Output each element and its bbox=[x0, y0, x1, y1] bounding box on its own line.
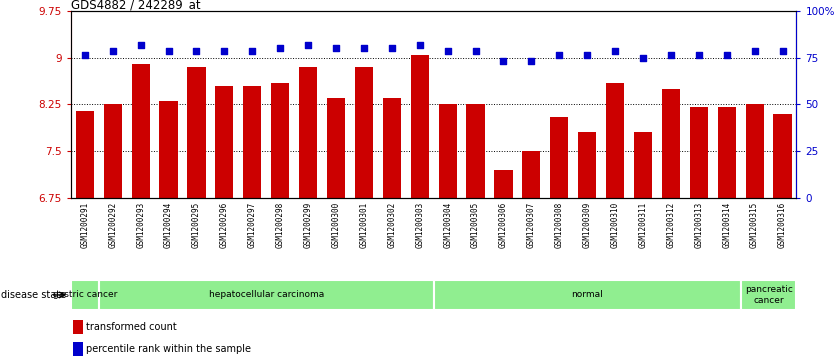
Bar bbox=[410, 54, 429, 198]
Text: GSM1200304: GSM1200304 bbox=[443, 202, 452, 248]
Point bbox=[218, 49, 231, 54]
Text: GSM1200314: GSM1200314 bbox=[722, 202, 731, 248]
Bar bbox=[76, 111, 94, 198]
Bar bbox=[73, 320, 83, 334]
Bar bbox=[662, 89, 680, 198]
Bar bbox=[98, 280, 434, 310]
Bar bbox=[103, 104, 122, 198]
Text: GSM1200312: GSM1200312 bbox=[666, 202, 676, 248]
Text: GSM1200302: GSM1200302 bbox=[387, 202, 396, 248]
Text: hepatocellular carcinoma: hepatocellular carcinoma bbox=[208, 290, 324, 299]
Text: GSM1200293: GSM1200293 bbox=[136, 202, 145, 248]
Bar bbox=[717, 107, 736, 198]
Text: GSM1200294: GSM1200294 bbox=[164, 202, 173, 248]
Bar bbox=[434, 280, 741, 310]
Bar bbox=[466, 104, 485, 198]
Point bbox=[608, 49, 621, 54]
Bar bbox=[690, 107, 708, 198]
Bar bbox=[71, 280, 98, 310]
Text: GSM1200309: GSM1200309 bbox=[583, 202, 591, 248]
Text: GSM1200311: GSM1200311 bbox=[639, 202, 647, 248]
Point bbox=[553, 52, 566, 57]
Bar bbox=[634, 132, 652, 198]
Point bbox=[748, 49, 761, 54]
Text: GSM1200316: GSM1200316 bbox=[778, 202, 787, 248]
Bar bbox=[244, 86, 261, 198]
Point bbox=[525, 58, 538, 64]
Text: GSM1200297: GSM1200297 bbox=[248, 202, 257, 248]
Bar bbox=[522, 151, 540, 198]
Text: GSM1200292: GSM1200292 bbox=[108, 202, 118, 248]
Bar bbox=[271, 82, 289, 198]
Text: percentile rank within the sample: percentile rank within the sample bbox=[86, 344, 251, 354]
Bar bbox=[327, 98, 345, 198]
Text: GSM1200291: GSM1200291 bbox=[80, 202, 89, 248]
Point bbox=[776, 49, 789, 54]
Point bbox=[245, 49, 259, 54]
Bar bbox=[354, 67, 373, 198]
Point bbox=[385, 45, 399, 51]
Text: GSM1200305: GSM1200305 bbox=[471, 202, 480, 248]
Text: GSM1200310: GSM1200310 bbox=[610, 202, 620, 248]
Bar bbox=[439, 104, 457, 198]
Point bbox=[106, 49, 119, 54]
Point bbox=[720, 52, 733, 57]
Text: GSM1200307: GSM1200307 bbox=[527, 202, 536, 248]
Text: normal: normal bbox=[571, 290, 603, 299]
Bar bbox=[383, 98, 401, 198]
Text: GSM1200303: GSM1200303 bbox=[415, 202, 425, 248]
Bar bbox=[215, 86, 234, 198]
Text: GSM1200299: GSM1200299 bbox=[304, 202, 313, 248]
Text: gastric cancer: gastric cancer bbox=[53, 290, 117, 299]
Bar bbox=[159, 101, 178, 198]
Bar bbox=[606, 82, 624, 198]
Point bbox=[413, 42, 426, 48]
Point bbox=[134, 42, 148, 48]
Text: transformed count: transformed count bbox=[86, 322, 177, 332]
Text: GSM1200315: GSM1200315 bbox=[750, 202, 759, 248]
Point bbox=[664, 52, 677, 57]
Point bbox=[692, 52, 706, 57]
Text: GSM1200295: GSM1200295 bbox=[192, 202, 201, 248]
Point bbox=[636, 55, 650, 61]
Bar bbox=[495, 170, 513, 198]
Bar bbox=[578, 132, 596, 198]
Point bbox=[329, 45, 343, 51]
Point bbox=[162, 49, 175, 54]
Text: GSM1200306: GSM1200306 bbox=[499, 202, 508, 248]
Text: GSM1200298: GSM1200298 bbox=[276, 202, 284, 248]
Text: GSM1200308: GSM1200308 bbox=[555, 202, 564, 248]
Point bbox=[357, 45, 370, 51]
Point bbox=[274, 45, 287, 51]
Bar bbox=[299, 67, 317, 198]
Point bbox=[469, 49, 482, 54]
Text: pancreatic
cancer: pancreatic cancer bbox=[745, 285, 792, 305]
Text: disease state: disease state bbox=[1, 290, 66, 300]
Text: GSM1200313: GSM1200313 bbox=[694, 202, 703, 248]
Point bbox=[190, 49, 203, 54]
Text: GDS4882 / 242289_at: GDS4882 / 242289_at bbox=[71, 0, 200, 11]
Text: GSM1200300: GSM1200300 bbox=[331, 202, 340, 248]
Point bbox=[441, 49, 455, 54]
Bar bbox=[188, 67, 205, 198]
Bar bbox=[73, 342, 83, 356]
Text: GSM1200296: GSM1200296 bbox=[220, 202, 229, 248]
Point bbox=[301, 42, 314, 48]
Point bbox=[580, 52, 594, 57]
Text: GSM1200301: GSM1200301 bbox=[359, 202, 369, 248]
Bar bbox=[741, 280, 796, 310]
Bar bbox=[773, 114, 791, 198]
Bar bbox=[746, 104, 764, 198]
Point bbox=[497, 58, 510, 64]
Point bbox=[78, 52, 92, 57]
Bar bbox=[550, 117, 568, 198]
Bar bbox=[132, 64, 150, 198]
